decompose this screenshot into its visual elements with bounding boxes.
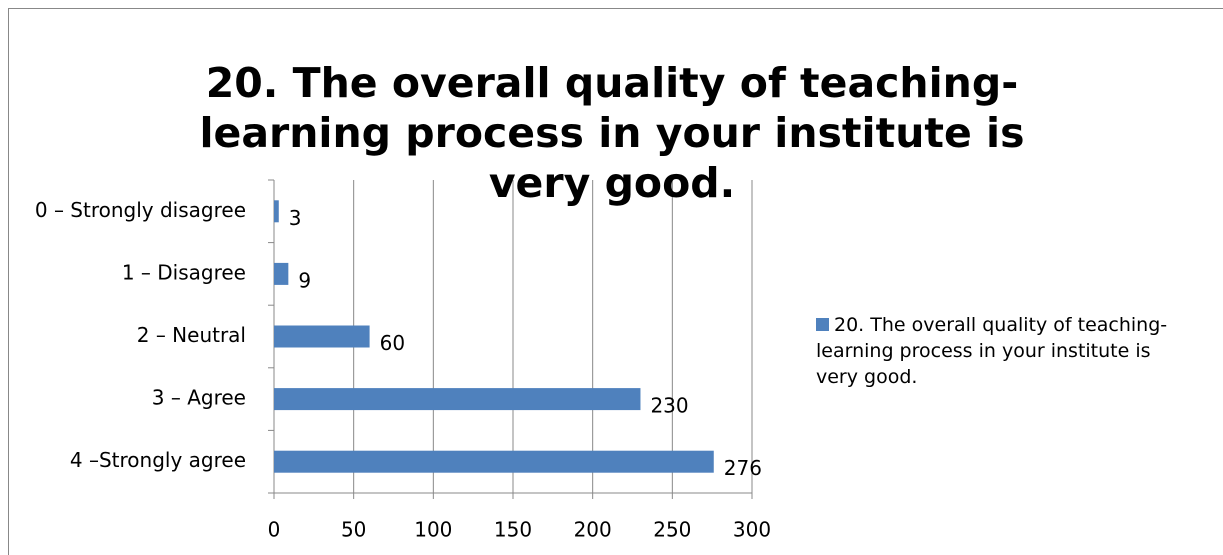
- y-tick-label: 0 – Strongly disagree: [35, 198, 246, 222]
- x-tick-label: 50: [341, 518, 366, 542]
- data-label: 60: [380, 331, 405, 355]
- legend-label: 20. The overall quality of teaching-lear…: [816, 314, 1168, 388]
- bar: [274, 450, 714, 473]
- x-tick-label: 0: [268, 518, 281, 542]
- bar: [274, 388, 641, 411]
- y-tick-label: 2 – Neutral: [137, 323, 246, 347]
- x-tick-label: 250: [653, 518, 691, 542]
- bar: [274, 200, 279, 223]
- bar: [274, 325, 370, 348]
- data-label: 230: [650, 394, 688, 418]
- legend: 20. The overall quality of teaching-lear…: [816, 312, 1196, 390]
- y-tick-label: 1 – Disagree: [122, 260, 246, 284]
- x-tick-label: 150: [494, 518, 532, 542]
- y-tick-label: 4 –Strongly agree: [70, 448, 246, 472]
- x-tick-label: 300: [733, 518, 771, 542]
- x-tick-label: 200: [574, 518, 612, 542]
- data-label: 3: [289, 206, 302, 230]
- data-label: 276: [724, 456, 762, 480]
- chart-border: [8, 8, 1223, 555]
- bar: [274, 262, 289, 285]
- legend-key: [816, 318, 829, 331]
- data-label: 9: [298, 268, 311, 292]
- chart-title: 20. The overall quality of teaching-lear…: [199, 59, 1025, 207]
- x-tick-label: 100: [414, 518, 452, 542]
- y-tick-label: 3 – Agree: [152, 386, 246, 410]
